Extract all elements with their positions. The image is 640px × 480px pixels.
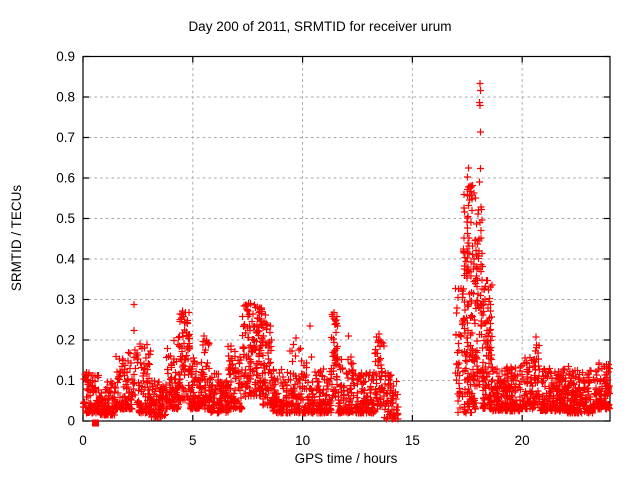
y-tick-label: 0 [67,414,75,429]
chart-title: Day 200 of 2011, SRMTID for receiver uru… [188,19,451,34]
axis-tick-labels: 0 5 10 15 20 0 0.1 0.2 0.3 0.4 0.5 0.6 0.7 0.8 0.9 [56,49,529,448]
plot-border [82,55,611,422]
x-tick-label: 5 [189,433,197,448]
srmtid-points [80,80,613,423]
x-tick-label: 0 [79,433,87,448]
x-tick-label: 15 [405,433,420,448]
y-tick-label: 0.7 [56,130,75,145]
y-tick-label: 0.8 [56,90,75,105]
y-tick-label: 0.6 [56,171,75,186]
x-tick-label: 10 [295,433,310,448]
y-tick-label: 0.3 [56,292,75,307]
y-tick-label: 0.2 [56,333,75,348]
y-tick-label: 0.1 [56,373,75,388]
x-axis-label: GPS time / hours [295,451,398,466]
y-tick-label: 0.9 [56,49,75,64]
square-marker-point [92,419,100,427]
y-tick-label: 0.5 [56,211,75,226]
y-axis-label: SRMTID / TECUs [9,185,24,292]
data-points [80,80,613,427]
x-tick-label: 20 [515,433,530,448]
y-tick-label: 0.4 [56,252,75,267]
